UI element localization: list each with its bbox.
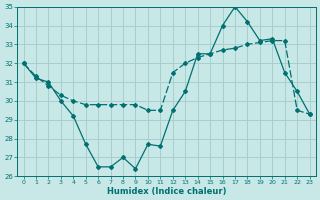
- X-axis label: Humidex (Indice chaleur): Humidex (Indice chaleur): [107, 187, 226, 196]
